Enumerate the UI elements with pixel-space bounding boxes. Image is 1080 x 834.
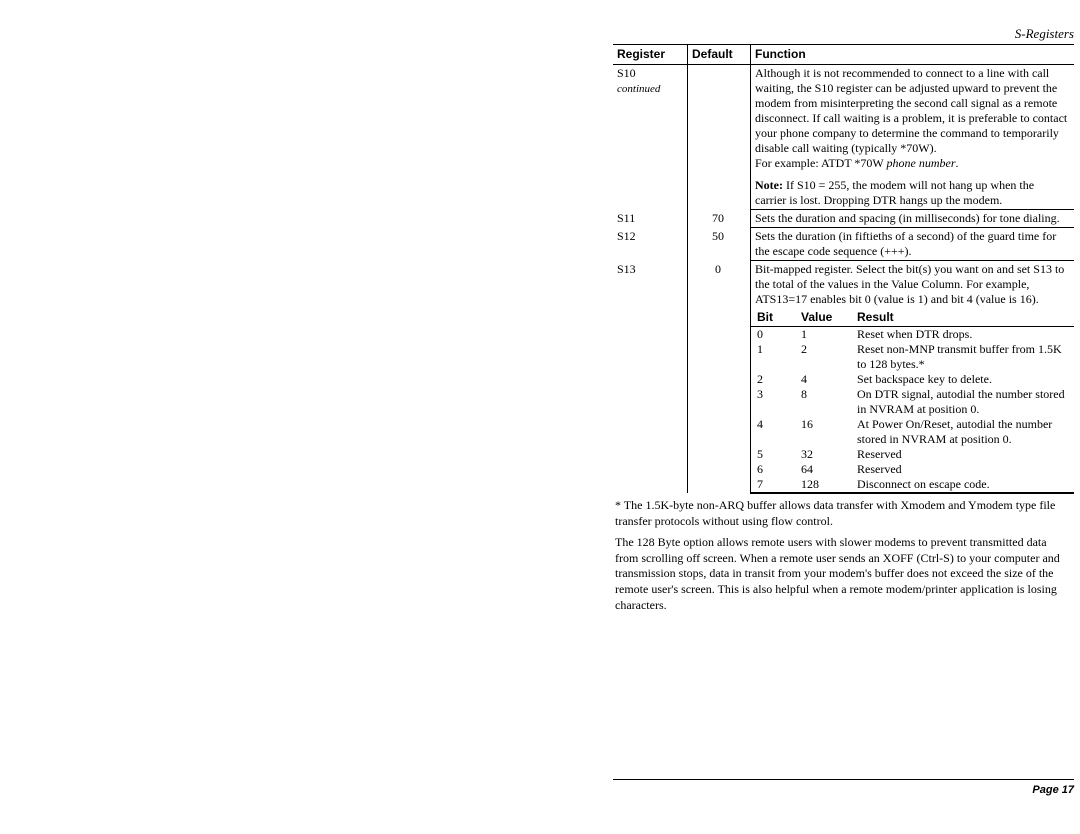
- result-cell: Disconnect on escape code.: [851, 477, 1074, 492]
- cell-register: S12: [613, 228, 688, 261]
- table-row: S11 70 Sets the duration and spacing (in…: [613, 210, 1074, 228]
- function-example-suffix: .: [956, 156, 959, 170]
- body-paragraph: * The 1.5K-byte non-ARQ buffer allows da…: [615, 498, 1072, 529]
- register-name: S10: [617, 66, 636, 80]
- body-paragraph: The 128 Byte option allows remote users …: [615, 535, 1072, 613]
- bit-row: 532Reserved: [751, 447, 1074, 462]
- page-content: S-Registers Register Default Function S1…: [613, 26, 1074, 619]
- col-header-register: Register: [613, 45, 688, 65]
- bit-table: Bit Value Result 01Reset when DTR drops.…: [751, 310, 1074, 492]
- function-example-italic: phone number: [887, 156, 956, 170]
- bit-row: 38On DTR signal, autodial the number sto…: [751, 387, 1074, 417]
- value-cell: 16: [795, 417, 851, 447]
- register-continued: continued: [617, 83, 660, 95]
- value-cell: 4: [795, 372, 851, 387]
- bit-cell: 6: [751, 462, 795, 477]
- cell-function-note: Note: If S10 = 255, the modem will not h…: [751, 172, 1075, 210]
- bit-cell: 4: [751, 417, 795, 447]
- result-cell: Reset when DTR drops.: [851, 327, 1074, 343]
- bit-cell: 0: [751, 327, 795, 343]
- bit-cell: 3: [751, 387, 795, 417]
- table-header-row: Register Default Function: [613, 45, 1074, 65]
- cell-function: Although it is not recommended to connec…: [751, 65, 1075, 173]
- bit-row: 01Reset when DTR drops.: [751, 327, 1074, 343]
- bit-row: 416At Power On/Reset, autodial the numbe…: [751, 417, 1074, 447]
- table-row: S13 0 Bit-mapped register. Select the bi…: [613, 261, 1074, 309]
- value-cell: 1: [795, 327, 851, 343]
- bit-table-header: Bit Value Result: [751, 310, 1074, 327]
- result-cell: Reset non-MNP transmit buffer from 1.5K …: [851, 342, 1074, 372]
- table-row: S10 continued Although it is not recomme…: [613, 65, 1074, 173]
- cell-register: S13: [613, 261, 688, 494]
- result-cell: Reserved: [851, 447, 1074, 462]
- bit-row: 664Reserved: [751, 462, 1074, 477]
- bit-cell: 2: [751, 372, 795, 387]
- page-number: Page 17: [613, 784, 1074, 796]
- value-cell: 32: [795, 447, 851, 462]
- cell-register: S11: [613, 210, 688, 228]
- result-header: Result: [851, 310, 1074, 327]
- cell-function: Sets the duration and spacing (in millis…: [751, 210, 1075, 228]
- cell-function: Bit-mapped register. Select the bit(s) y…: [751, 261, 1075, 309]
- bit-row: 12Reset non-MNP transmit buffer from 1.5…: [751, 342, 1074, 372]
- bit-row: 7128Disconnect on escape code.: [751, 477, 1074, 492]
- footer-rule: [613, 779, 1074, 780]
- note-label: Note:: [755, 178, 783, 192]
- value-header: Value: [795, 310, 851, 327]
- cell-register: S10 continued: [613, 65, 688, 210]
- cell-default: 70: [688, 210, 751, 228]
- col-header-function: Function: [751, 45, 1075, 65]
- table-row: S12 50 Sets the duration (in fiftieths o…: [613, 228, 1074, 261]
- bit-cell: 1: [751, 342, 795, 372]
- result-cell: Reserved: [851, 462, 1074, 477]
- cell-default: [688, 65, 751, 210]
- section-header: S-Registers: [613, 26, 1074, 42]
- value-cell: 64: [795, 462, 851, 477]
- col-header-default: Default: [688, 45, 751, 65]
- cell-default: 0: [688, 261, 751, 494]
- bit-row: 24Set backspace key to delete.: [751, 372, 1074, 387]
- result-cell: At Power On/Reset, autodial the number s…: [851, 417, 1074, 447]
- cell-function: Sets the duration (in fiftieths of a sec…: [751, 228, 1075, 261]
- value-cell: 128: [795, 477, 851, 492]
- bit-cell: 5: [751, 447, 795, 462]
- cell-inner-table: Bit Value Result 01Reset when DTR drops.…: [751, 308, 1075, 493]
- register-table: Register Default Function S10 continued …: [613, 45, 1074, 494]
- bit-header: Bit: [751, 310, 795, 327]
- function-text: Although it is not recommended to connec…: [755, 66, 1067, 155]
- value-cell: 8: [795, 387, 851, 417]
- body-text: * The 1.5K-byte non-ARQ buffer allows da…: [613, 498, 1074, 613]
- cell-default: 50: [688, 228, 751, 261]
- function-example-prefix: For example: ATDT *70W: [755, 156, 887, 170]
- result-cell: On DTR signal, autodial the number store…: [851, 387, 1074, 417]
- result-cell: Set backspace key to delete.: [851, 372, 1074, 387]
- bit-cell: 7: [751, 477, 795, 492]
- note-text: If S10 = 255, the modem will not hang up…: [755, 178, 1034, 207]
- value-cell: 2: [795, 342, 851, 372]
